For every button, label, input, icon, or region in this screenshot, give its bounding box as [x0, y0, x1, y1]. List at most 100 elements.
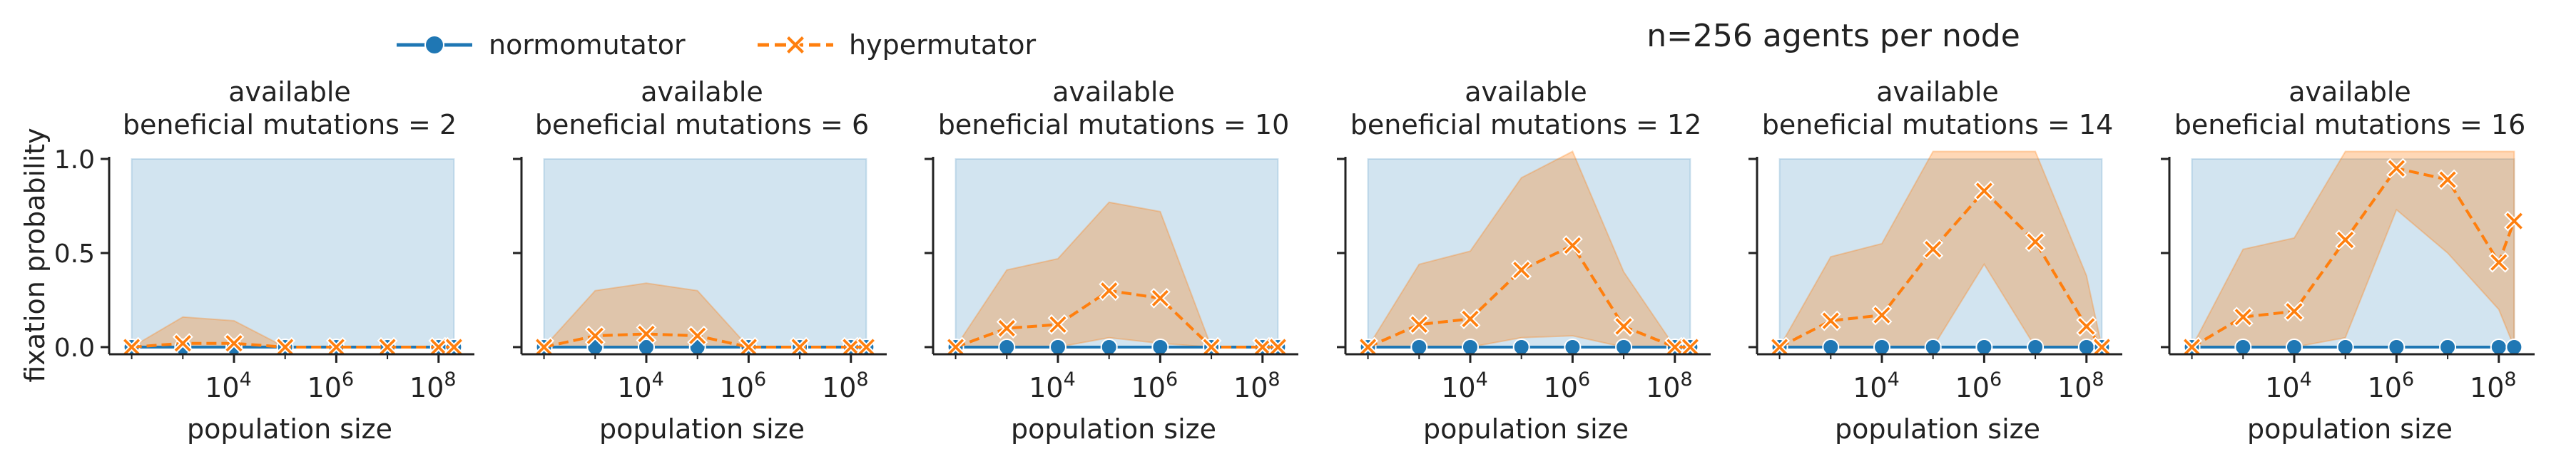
y-tick-label: 0.5 — [54, 239, 95, 269]
data-point-normomutator — [2285, 339, 2303, 354]
x-tick-label: 104 — [1441, 368, 1488, 403]
data-point-hypermutator — [1613, 316, 1634, 337]
panel-title: available beneficial mutations = 12 — [1350, 76, 1702, 140]
panel-4: 104 106 108 population size available benefic… — [1337, 76, 1711, 445]
data-point-normomutator — [2439, 339, 2457, 354]
x-tick-label: 104 — [2265, 368, 2312, 403]
data-point-hypermutator — [2386, 158, 2407, 179]
panel-3: 104 106 108 population size available benefic… — [925, 76, 1298, 445]
panel-title: available beneficial mutations = 2 — [123, 76, 457, 140]
x-tick-label: 108 — [1233, 368, 1281, 403]
x-tick-label: 108 — [822, 368, 869, 403]
legend: normomutator hypermutator — [397, 29, 1036, 61]
data-point-normomutator — [1564, 339, 1582, 354]
data-point-hypermutator — [223, 333, 245, 354]
series-line-hypermutator — [1367, 243, 1691, 349]
x-tick-label: 104 — [1853, 368, 1900, 403]
data-point-normomutator — [1100, 339, 1118, 354]
ci-band-hypermutator — [1366, 150, 1691, 348]
data-point-normomutator — [998, 339, 1016, 354]
x-tick-label: 106 — [307, 368, 355, 403]
x-tick-label: 108 — [409, 368, 457, 403]
data-point-hypermutator — [996, 318, 1017, 339]
panel-title: available beneficial mutations = 10 — [938, 76, 1290, 140]
panel-5: 104 106 108 population size available benefic… — [1748, 76, 2122, 445]
y-tick-label: 1.0 — [54, 145, 95, 175]
plot-area — [1769, 150, 2112, 354]
data-point-hypermutator — [1973, 180, 1995, 202]
panel-title: available beneficial mutations = 14 — [1762, 76, 2114, 140]
data-point-hypermutator — [2284, 301, 2305, 322]
panels-container: 0.0 0.5 1.0 104 106 108 population size availab… — [54, 76, 2535, 445]
data-point-hypermutator — [2437, 169, 2458, 190]
data-point-normomutator — [1924, 339, 1942, 354]
data-point-normomutator — [1975, 339, 1993, 354]
data-point-hypermutator — [636, 324, 657, 344]
data-point-hypermutator — [1871, 304, 1893, 326]
data-point-normomutator — [1049, 339, 1066, 354]
plot-area — [121, 158, 464, 354]
legend-item-normomutator: normomutator — [397, 29, 686, 61]
x-tick-label: 104 — [617, 368, 664, 403]
legend-marker-hypermutator — [785, 34, 806, 56]
data-point-hypermutator — [172, 333, 193, 354]
data-point-normomutator — [1822, 339, 1840, 354]
x-tick-label: 106 — [1544, 368, 1591, 403]
plot-area — [1358, 150, 1701, 354]
x-axis-label: population size — [2247, 413, 2453, 445]
data-point-hypermutator — [1923, 239, 1944, 260]
legend-item-hypermutator: hypermutator — [758, 29, 1036, 61]
x-axis-label: population size — [1011, 413, 1216, 445]
panel-title: available beneficial mutations = 16 — [2174, 76, 2526, 140]
plot-area — [2182, 150, 2525, 354]
data-point-normomutator — [2336, 339, 2354, 354]
series-line-hypermutator — [1778, 188, 2103, 349]
panel-2: 104 106 108 population size available benefic… — [513, 76, 887, 445]
y-axis-label: fixation probability — [19, 128, 51, 382]
data-point-normomutator — [2490, 339, 2508, 354]
data-point-hypermutator — [1820, 310, 1841, 331]
legend-label-normomutator: normomutator — [489, 29, 686, 61]
data-point-normomutator — [1512, 339, 1530, 354]
data-point-normomutator — [2077, 339, 2095, 354]
data-point-normomutator — [637, 339, 655, 354]
data-point-normomutator — [1461, 339, 1479, 354]
data-point-hypermutator — [584, 325, 606, 346]
data-point-hypermutator — [2232, 306, 2254, 328]
plot-area — [945, 158, 1288, 354]
data-point-hypermutator — [1460, 308, 1481, 329]
data-point-normomutator — [1873, 339, 1890, 354]
series-line-hypermutator — [2191, 166, 2516, 349]
data-point-hypermutator — [1047, 314, 1069, 335]
x-axis-label: population size — [1835, 413, 2040, 445]
data-point-hypermutator — [1099, 280, 1120, 301]
data-point-normomutator — [2388, 339, 2406, 354]
plot-area — [534, 158, 877, 354]
data-point-hypermutator — [2076, 316, 2097, 337]
data-point-hypermutator — [2503, 210, 2525, 232]
data-point-hypermutator — [1149, 287, 1171, 309]
data-point-hypermutator — [1562, 235, 1583, 256]
series-line-hypermutator — [544, 332, 867, 349]
data-point-normomutator — [1151, 339, 1169, 354]
data-point-hypermutator — [1408, 314, 1430, 335]
data-point-normomutator — [2234, 339, 2252, 354]
x-tick-label: 104 — [1029, 368, 1076, 403]
legend-label-hypermutator: hypermutator — [849, 29, 1036, 61]
panel-6: 104 106 108 population size available benefic… — [2161, 76, 2535, 445]
x-tick-label: 106 — [720, 368, 767, 403]
x-tick-label: 108 — [1646, 368, 1693, 403]
data-point-hypermutator — [687, 325, 708, 346]
panel-title: available beneficial mutations = 6 — [535, 76, 869, 140]
data-point-hypermutator — [2488, 252, 2510, 273]
x-tick-label: 108 — [2057, 368, 2104, 403]
ci-band-hypermutator — [2190, 150, 2515, 348]
x-tick-label: 106 — [1955, 368, 2002, 403]
y-tick-label: 0.0 — [54, 334, 95, 363]
data-point-hypermutator — [2335, 230, 2356, 250]
x-tick-label: 104 — [205, 368, 252, 403]
legend-marker-normomutator — [424, 35, 444, 55]
x-tick-label: 108 — [2470, 368, 2517, 403]
series-line-hypermutator — [954, 289, 1278, 349]
panel-1: 0.0 0.5 1.0 104 106 108 population size availab… — [54, 76, 474, 445]
